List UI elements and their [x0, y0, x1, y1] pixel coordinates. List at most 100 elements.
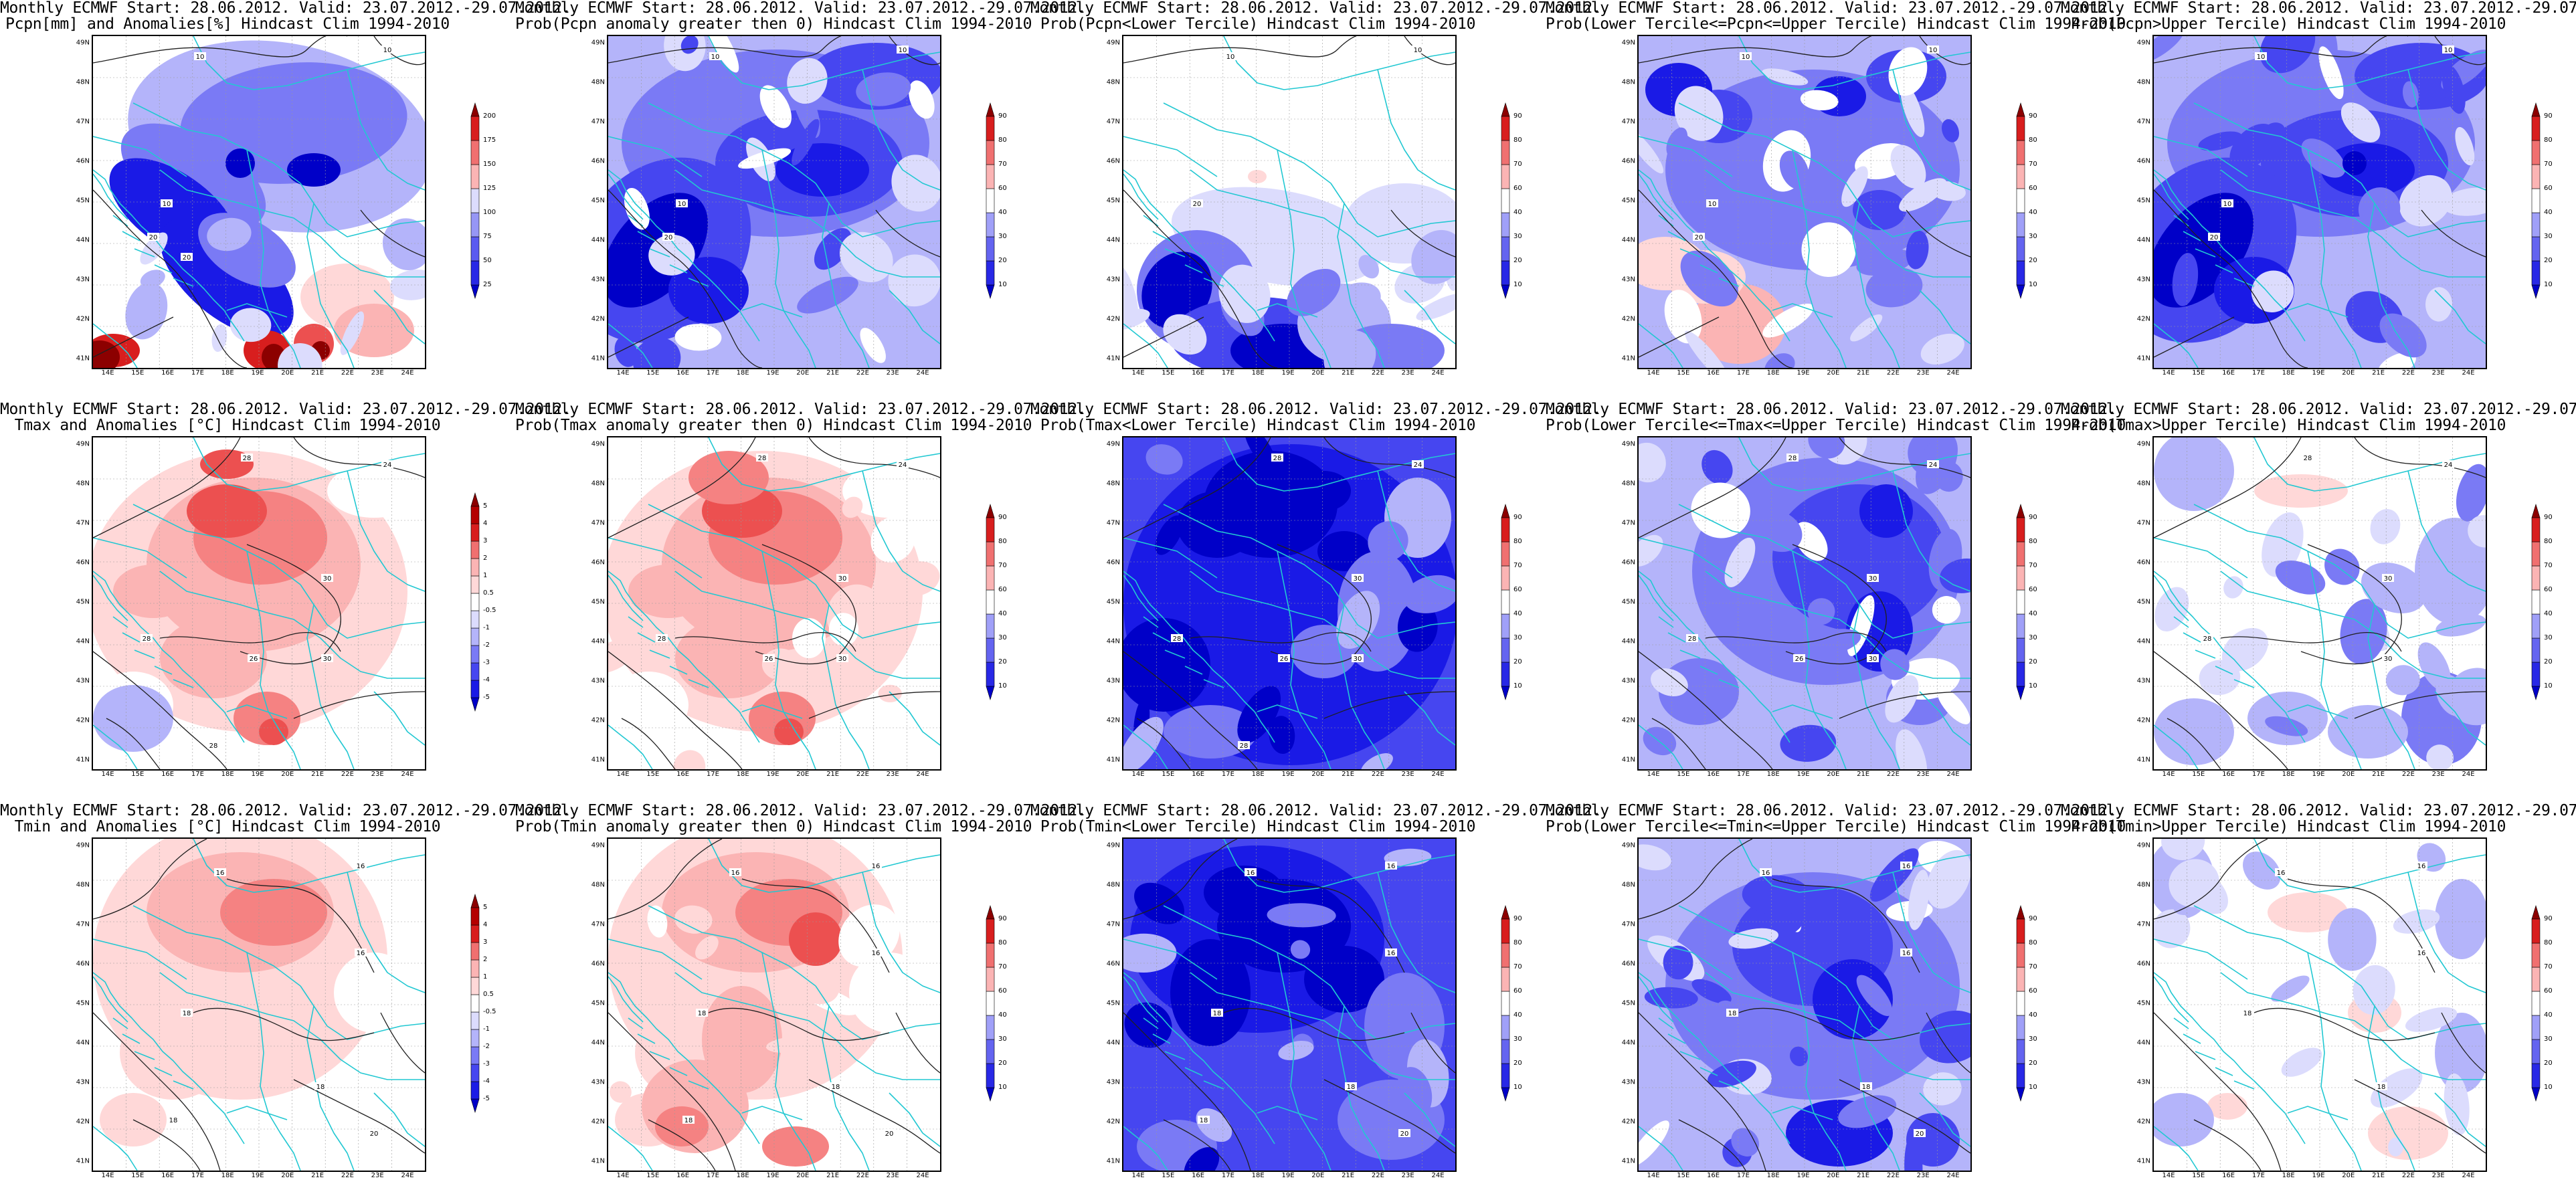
- latitude-label: 43N: [2136, 1078, 2150, 1086]
- colorbar-tick-label: 20: [2029, 1060, 2037, 1067]
- panel-title-line2: Prob(Lower Tercile<=Tmin<=Upper Tercile)…: [1546, 818, 2126, 835]
- shaded-area: [1789, 1046, 1809, 1067]
- shaded-area: [1800, 90, 1839, 110]
- panel-title-line1: Monthly ECMWF Start: 28.06.2012. Valid: …: [1546, 401, 2117, 418]
- coastlines-borders: [93, 36, 425, 368]
- colorbar-tick-label: 5: [483, 502, 488, 510]
- latitude-label: 44N: [591, 637, 605, 645]
- forecast-panel: Monthly ECMWF Start: 28.06.2012. Valid: …: [0, 803, 571, 1204]
- shaded-area: [259, 718, 288, 745]
- contour-label: 24: [1414, 462, 1422, 469]
- latitude-label: 43N: [1621, 276, 1635, 284]
- shaded-area: [1801, 222, 1856, 277]
- longitude-label: 15E: [2192, 1172, 2205, 1179]
- shaded-area: [673, 750, 706, 769]
- shaded-area: [229, 308, 272, 342]
- longitude-label: 18E: [1766, 369, 1780, 377]
- shaded-area: [759, 85, 792, 128]
- latitude-label: 42N: [2136, 315, 2150, 323]
- latitude-label: 45N: [76, 598, 90, 606]
- colorbar-tick-label: 60: [1513, 185, 1522, 192]
- latitude-label: 45N: [591, 598, 605, 606]
- latitude-label: 44N: [1621, 236, 1635, 244]
- latitude-label: 45N: [1106, 598, 1120, 606]
- longitude-label: 16E: [676, 771, 690, 778]
- shaded-area: [1170, 939, 1251, 1046]
- contour-lines: [1639, 36, 1970, 368]
- latitude-label: 47N: [591, 519, 605, 527]
- longitude-label: 23E: [1401, 369, 1414, 377]
- colorbar-tick-label: 175: [483, 136, 496, 144]
- colorbar: -5 -4 -3 -2 -1 -0.5 0.5 1 2 3 4 5: [468, 492, 509, 712]
- shaded-area: [2342, 151, 2367, 175]
- shaded-area: [2321, 143, 2415, 197]
- latitude-label: 44N: [1621, 637, 1635, 645]
- shaded-area: [2169, 859, 2219, 908]
- latitude-label: 48N: [1621, 881, 1635, 889]
- longitude-label: 14E: [616, 369, 630, 377]
- colorbar-tick-label: 75: [483, 233, 492, 240]
- contour-label: 18: [1200, 1117, 1208, 1124]
- shaded-area: [1685, 330, 1730, 368]
- shaded-area: [1358, 255, 1380, 279]
- longitude-axis: 14E 15E 16E 17E 18E 19E 20E 21E 22E 23E 24E: [92, 1172, 424, 1183]
- colorbar-tick-label: -0.5: [483, 1008, 496, 1015]
- latitude-label: 49N: [2136, 841, 2150, 849]
- colorbar-tick-label: 30: [2029, 1035, 2037, 1043]
- latitude-label: 49N: [591, 39, 605, 47]
- contour-label: 18: [2243, 1010, 2252, 1017]
- latitude-label: 43N: [2136, 677, 2150, 685]
- panel-title-line2: Prob(Tmin anomaly greater then 0) Hindca…: [515, 818, 1032, 835]
- contour-lines: [2154, 839, 2486, 1171]
- latitude-label: 47N: [76, 920, 90, 928]
- latitude-label: 41N: [76, 756, 90, 764]
- shaded-area: [2271, 975, 2310, 1002]
- longitude-label: 22E: [341, 369, 354, 377]
- colorbar-tick-label: 60: [2544, 185, 2553, 192]
- colorbar: 10 20 30 40 60 70 80 90: [2014, 904, 2054, 1102]
- panel-title-line2: Prob(Tmin<Lower Tercile) Hindcast Clim 1…: [1040, 818, 1476, 835]
- shaded-area: [1890, 144, 1926, 189]
- longitude-label: 20E: [2342, 1172, 2355, 1179]
- longitude-label: 18E: [736, 1172, 749, 1179]
- shaded-area: [1724, 537, 1756, 587]
- longitude-label: 18E: [736, 771, 749, 778]
- forecast-map: 10 10 10 20: [1637, 35, 1972, 369]
- colorbar-tick-label: 70: [2544, 562, 2553, 569]
- shaded-area: [2223, 576, 2243, 599]
- latitude-label: 48N: [591, 480, 605, 488]
- longitude-axis: 14E 15E 16E 17E 18E 19E 20E 21E 22E 23E 24E: [2152, 369, 2484, 380]
- shaded-area: [1416, 293, 1455, 321]
- colorbar-tick-label: 80: [1513, 136, 1522, 144]
- longitude-label: 14E: [1131, 369, 1145, 377]
- longitude-label: 15E: [131, 369, 145, 377]
- colorbar-tick-label: 40: [2544, 1011, 2553, 1019]
- longitude-label: 23E: [886, 1172, 899, 1179]
- shaded-area: [1123, 933, 1177, 973]
- colorbar-tick-label: 10: [2544, 1084, 2553, 1091]
- latitude-axis: 49N 48N 47N 46N 45N 44N 43N 42N 41N: [1610, 436, 1635, 768]
- forecast-map: 28 24 30 28 30 26 28: [1122, 436, 1457, 771]
- latitude-axis: 49N 48N 47N 46N 45N 44N 43N 42N 41N: [1610, 35, 1635, 367]
- shaded-area: [1639, 442, 1666, 483]
- colorbar-tick-label: 80: [998, 136, 1007, 144]
- shaded-area: [2378, 352, 2416, 368]
- longitude-label: 24E: [1431, 1172, 1445, 1179]
- longitude-label: 21E: [2372, 1172, 2385, 1179]
- map-fields: 10 10 10 20: [1639, 36, 1970, 368]
- latitude-label: 43N: [76, 276, 90, 284]
- latitude-label: 48N: [76, 78, 90, 86]
- latitude-label: 43N: [1106, 1078, 1120, 1086]
- longitude-label: 19E: [2312, 1172, 2325, 1179]
- shaded-area: [842, 464, 936, 518]
- shaded-area: [340, 311, 365, 355]
- latitude-axis: 49N 48N 47N 46N 45N 44N 43N 42N 41N: [1610, 837, 1635, 1169]
- latitude-label: 46N: [591, 960, 605, 968]
- colorbar-tick-label: 70: [998, 161, 1007, 168]
- shaded-area: [2456, 464, 2486, 522]
- colorbar-tick-label: 90: [2544, 514, 2553, 521]
- shaded-area: [1644, 987, 1698, 1009]
- shaded-area: [1900, 83, 1925, 138]
- colorbar-tick-label: 2: [483, 956, 488, 963]
- latitude-label: 45N: [76, 999, 90, 1007]
